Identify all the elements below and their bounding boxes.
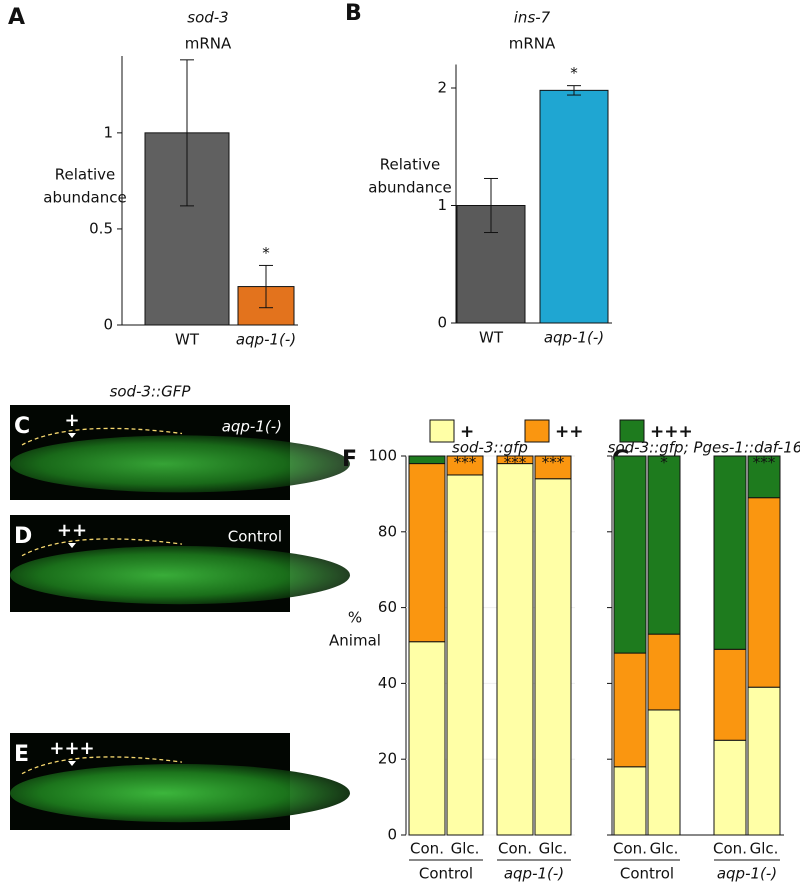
significance: * — [570, 64, 578, 82]
bar-segment — [613, 455, 647, 654]
bar-segment — [534, 478, 572, 836]
y-axis-label: Relative — [380, 156, 441, 174]
y-axis-label: abundance — [368, 179, 451, 197]
x-tick-label: Glc. — [539, 840, 568, 858]
bar-segment — [496, 463, 534, 836]
bar — [539, 89, 609, 324]
panel-letter: E — [14, 742, 29, 767]
bar-segment — [408, 463, 446, 643]
x-tick-label: Glc. — [451, 840, 480, 858]
legend-label: +++ — [650, 422, 693, 442]
chart-title: sod-3 — [187, 9, 228, 27]
strain-label: Control — [228, 528, 282, 546]
significance: *** — [753, 454, 776, 472]
strain-label: aqp-1(-) — [222, 418, 282, 436]
worm — [10, 435, 350, 493]
y-tick-label: 100 — [368, 447, 397, 465]
bar-segment — [534, 455, 572, 480]
group-label: aqp-1(-) — [504, 865, 564, 883]
x-tick-label: Glc. — [650, 840, 679, 858]
chart-title: ins-7 — [514, 9, 551, 27]
legend-swatch — [429, 419, 455, 443]
significance: * — [262, 244, 270, 262]
worm — [10, 764, 350, 823]
y-axis-label: Relative — [55, 166, 116, 184]
panel-letter: B — [345, 1, 362, 26]
bar-segment — [446, 455, 484, 476]
bar-segment — [747, 686, 781, 836]
y-tick-label: 1 — [437, 196, 447, 214]
outline — [21, 538, 183, 557]
subtitle: mRNA — [509, 35, 556, 53]
y-tick-label: 1 — [103, 123, 113, 141]
bar-segment — [647, 709, 681, 836]
bar-segment — [446, 474, 484, 836]
bar-segment — [713, 455, 747, 650]
bar-segment — [408, 455, 446, 465]
y-tick-label: 0 — [103, 316, 113, 334]
x-tick-label: Con. — [410, 840, 444, 858]
micrograph-title: sod-3::GFP — [110, 383, 192, 401]
bar-segment — [613, 652, 647, 768]
y-axis-label: abundance — [43, 189, 126, 207]
group-label: Control — [620, 865, 674, 883]
x-tick-label: aqp-1(-) — [236, 331, 296, 349]
y-tick-label: 60 — [378, 598, 397, 616]
y-axis-label: % — [348, 609, 362, 627]
y-tick-label: 80 — [378, 522, 397, 540]
bar-segment — [408, 641, 446, 836]
x-tick-label: WT — [175, 331, 200, 349]
bar-segment — [747, 497, 781, 688]
legend-label: + — [460, 422, 474, 442]
outline — [21, 756, 183, 775]
arrow — [68, 433, 76, 438]
panel-letter: C — [14, 414, 30, 439]
y-axis-label: Animal — [329, 632, 381, 650]
significance: * — [660, 454, 668, 472]
y-tick-label: 20 — [378, 750, 397, 768]
x-tick-label: Glc. — [750, 840, 779, 858]
group-label: Control — [419, 865, 473, 883]
y-tick-label: 0.5 — [89, 219, 113, 237]
gfp-level: +++ — [49, 738, 94, 759]
bar-segment — [713, 739, 747, 836]
x-tick-label: aqp-1(-) — [544, 329, 604, 347]
y-tick-label: 0 — [387, 826, 397, 844]
x-tick-label: Con. — [498, 840, 532, 858]
bar-segment — [713, 648, 747, 741]
significance: *** — [454, 454, 477, 472]
bar-segment — [647, 633, 681, 711]
bar-segment — [747, 455, 781, 499]
y-tick-label: 0 — [437, 314, 447, 332]
subtitle: mRNA — [185, 35, 232, 53]
panel-letter: D — [14, 524, 32, 549]
arrow — [68, 543, 76, 548]
gfp-level: + — [64, 410, 79, 431]
chart-title: sod-3::gfp — [452, 439, 528, 457]
legend-swatch — [619, 419, 645, 443]
y-tick-label: 2 — [437, 79, 447, 97]
bar-segment — [613, 766, 647, 836]
group-label: aqp-1(-) — [717, 865, 777, 883]
bar-segment — [496, 455, 534, 465]
legend-label: ++ — [555, 422, 584, 442]
significance: *** — [504, 454, 527, 472]
x-tick-label: Con. — [713, 840, 747, 858]
arrow — [68, 761, 76, 766]
bar-segment — [647, 455, 681, 635]
panel-letter: F — [342, 447, 357, 472]
legend-swatch — [524, 419, 550, 443]
gfp-level: ++ — [57, 520, 87, 541]
y-tick-label: 40 — [378, 674, 397, 692]
significance: *** — [542, 454, 565, 472]
x-tick-label: WT — [479, 329, 504, 347]
outline — [21, 427, 183, 446]
worm — [10, 546, 350, 605]
chart-title: sod-3::gfp; Pges-1::daf-16 — [608, 439, 800, 457]
x-tick-label: Con. — [613, 840, 647, 858]
panel-letter: A — [8, 5, 25, 30]
